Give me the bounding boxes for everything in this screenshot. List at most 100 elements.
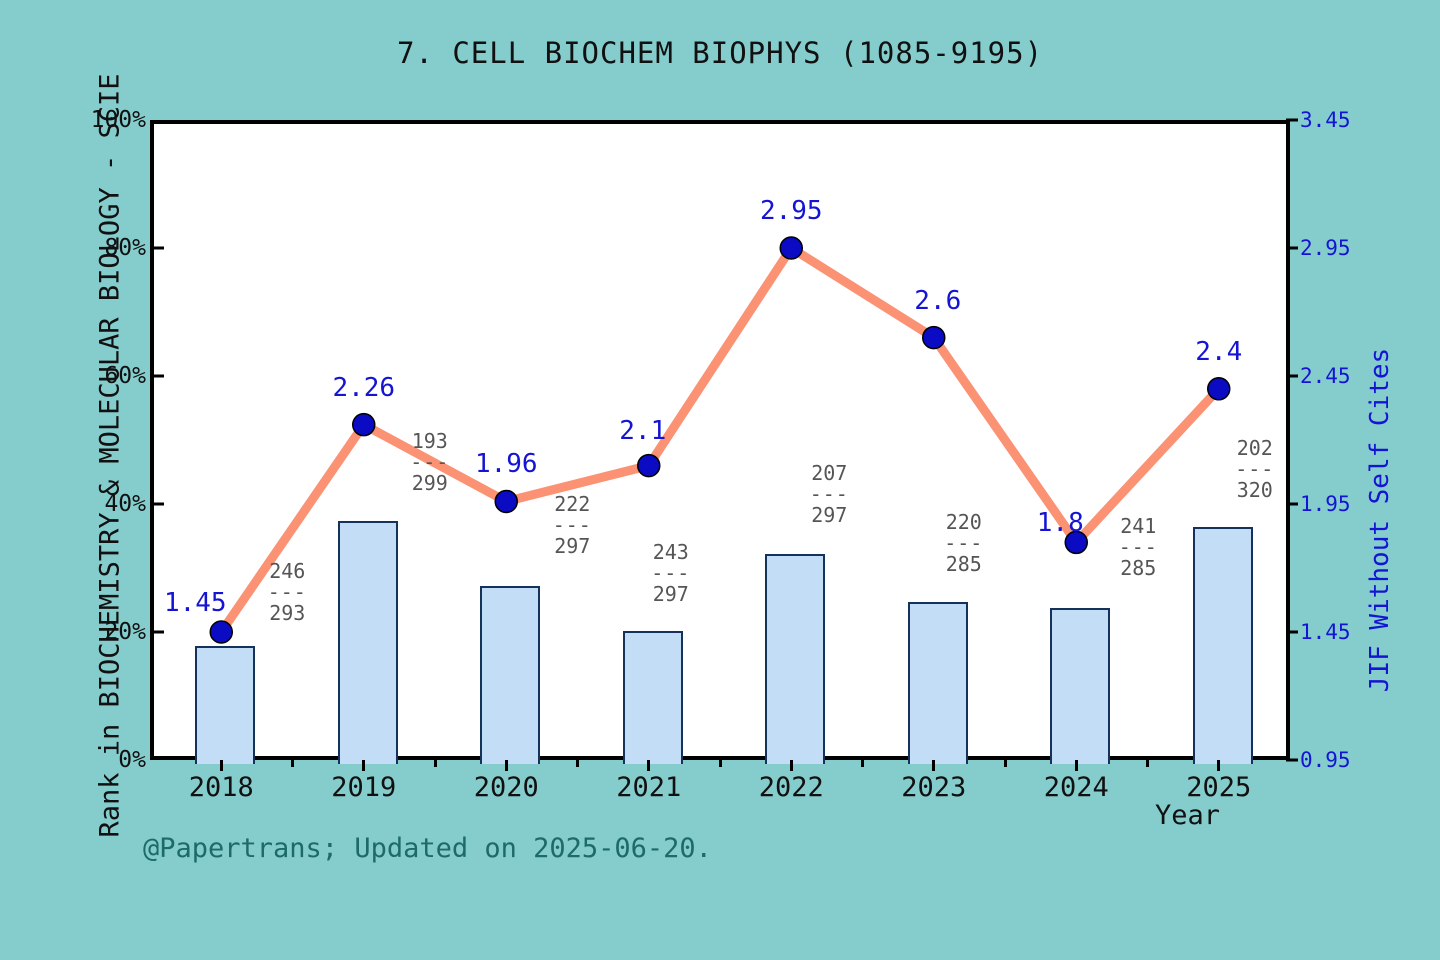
x-minor-tick-mark — [861, 760, 864, 767]
rank-fraction-2022: 207 --- 297 — [784, 463, 874, 525]
rank-numerator: 222 — [554, 492, 591, 516]
x-tick-label-2018: 2018 — [188, 772, 254, 803]
jif-label-2018: 1.45 — [163, 588, 227, 618]
right-tick-mark — [1286, 502, 1298, 506]
x-tick-label-2022: 2022 — [758, 772, 824, 803]
rank-fraction-2019: 193 --- 299 — [385, 431, 475, 493]
bar-2020 — [480, 586, 541, 764]
bar-2024 — [1050, 608, 1111, 764]
jif-label-2021: 2.1 — [619, 415, 667, 446]
x-tick-label-2019: 2019 — [331, 772, 397, 803]
right-tick-mark — [1286, 374, 1298, 378]
x-minor-tick-mark — [576, 760, 579, 767]
footer-credit: @Papertrans; Updated on 2025-06-20. — [143, 833, 712, 864]
x-tick-label-2024: 2024 — [1043, 772, 1109, 803]
x-tick-label-2021: 2021 — [616, 772, 682, 803]
x-tick-label-2020: 2020 — [473, 772, 539, 803]
plot-area — [150, 120, 1290, 764]
bar-2019 — [337, 520, 398, 764]
rank-numerator: 243 — [652, 540, 689, 564]
left-tick-label: 100% — [90, 107, 146, 133]
right-tick-mark — [1286, 630, 1298, 634]
x-tick-label-2023: 2023 — [901, 772, 967, 803]
rank-denominator: 320 — [1236, 478, 1273, 502]
x-tick-mark — [362, 760, 366, 771]
fraction-divider: --- — [1118, 535, 1158, 559]
x-tick-mark — [932, 760, 936, 771]
jif-label-2024: 1.8 — [1036, 508, 1084, 539]
right-axis-title: JIF Without Self Cites — [1365, 347, 1395, 693]
rank-fraction-2018: 246 --- 293 — [242, 561, 332, 623]
rank-numerator: 207 — [811, 461, 848, 485]
left-tick-label: 20% — [104, 619, 146, 645]
plot-inner — [154, 124, 1286, 764]
x-tick-mark — [504, 760, 508, 771]
jif-label-2023: 2.6 — [914, 285, 962, 316]
rank-denominator: 297 — [652, 582, 689, 606]
x-axis-title: Year — [1155, 800, 1221, 831]
bar-2022 — [765, 554, 826, 764]
bar-2023 — [907, 602, 968, 764]
right-tick-mark — [1286, 118, 1298, 122]
left-tick-mark — [150, 374, 164, 378]
jif-label-2025: 2.4 — [1195, 336, 1243, 367]
x-minor-tick-mark — [1146, 760, 1149, 767]
rank-fraction-2020: 222 --- 297 — [527, 494, 617, 556]
rank-numerator: 193 — [411, 429, 448, 453]
right-tick-mark — [1286, 246, 1298, 250]
x-tick-mark — [1074, 760, 1078, 771]
fraction-divider: --- — [410, 450, 450, 474]
rank-numerator: 220 — [945, 510, 982, 534]
x-minor-tick-mark — [433, 760, 437, 767]
x-minor-tick-mark — [718, 760, 722, 767]
fraction-divider: --- — [809, 482, 849, 506]
fraction-divider: --- — [267, 580, 307, 604]
right-tick-label: 1.95 — [1300, 492, 1351, 516]
rank-denominator: 297 — [811, 503, 848, 527]
right-tick-mark — [1286, 758, 1298, 762]
rank-denominator: 297 — [554, 534, 591, 558]
right-tick-label: 2.45 — [1300, 364, 1351, 388]
rank-fraction-2021: 243 --- 297 — [626, 542, 716, 604]
x-tick-label-2025: 2025 — [1186, 772, 1252, 803]
bar-2025 — [1192, 527, 1253, 764]
right-tick-label: 1.45 — [1300, 620, 1351, 644]
rank-fraction-2024: 241 --- 285 — [1093, 516, 1183, 578]
page-title: 7. CELL BIOCHEM BIOPHYS (1085-9195) — [396, 36, 1044, 70]
x-minor-tick-mark — [291, 760, 294, 767]
rank-fraction-2023: 220 --- 285 — [919, 512, 1009, 574]
rank-numerator: 202 — [1236, 436, 1273, 460]
fraction-divider: --- — [552, 513, 592, 537]
fraction-divider: --- — [1235, 457, 1275, 481]
x-tick-mark — [647, 760, 651, 771]
fraction-divider: --- — [944, 531, 984, 555]
x-tick-mark — [1217, 760, 1221, 771]
left-tick-mark — [150, 246, 164, 250]
left-tick-mark — [150, 502, 164, 506]
jif-label-2022: 2.95 — [759, 196, 823, 226]
x-tick-mark — [219, 760, 223, 771]
left-tick-mark — [150, 630, 164, 634]
rank-denominator: 285 — [1120, 556, 1157, 580]
left-tick-label: 0% — [118, 747, 146, 773]
left-tick-label: 60% — [104, 363, 146, 389]
left-tick-label: 40% — [104, 491, 146, 517]
rank-numerator: 246 — [269, 559, 306, 583]
x-minor-tick-mark — [1003, 760, 1007, 767]
x-tick-mark — [789, 760, 793, 771]
right-tick-label: 2.95 — [1300, 236, 1351, 260]
fraction-divider: --- — [651, 561, 691, 585]
rank-fraction-2025: 202 --- 320 — [1210, 438, 1300, 500]
right-tick-label: 3.45 — [1300, 108, 1351, 132]
rank-denominator: 285 — [945, 552, 982, 576]
jif-label-2019: 2.26 — [332, 372, 396, 403]
rank-numerator: 241 — [1120, 514, 1157, 538]
right-tick-label: 0.95 — [1300, 748, 1351, 772]
rank-denominator: 299 — [411, 471, 448, 495]
rank-denominator: 293 — [269, 601, 306, 625]
bar-2018 — [195, 645, 256, 764]
bar-2021 — [622, 630, 683, 764]
left-tick-label: 80% — [104, 235, 146, 261]
jif-label-2020: 1.96 — [474, 449, 538, 480]
